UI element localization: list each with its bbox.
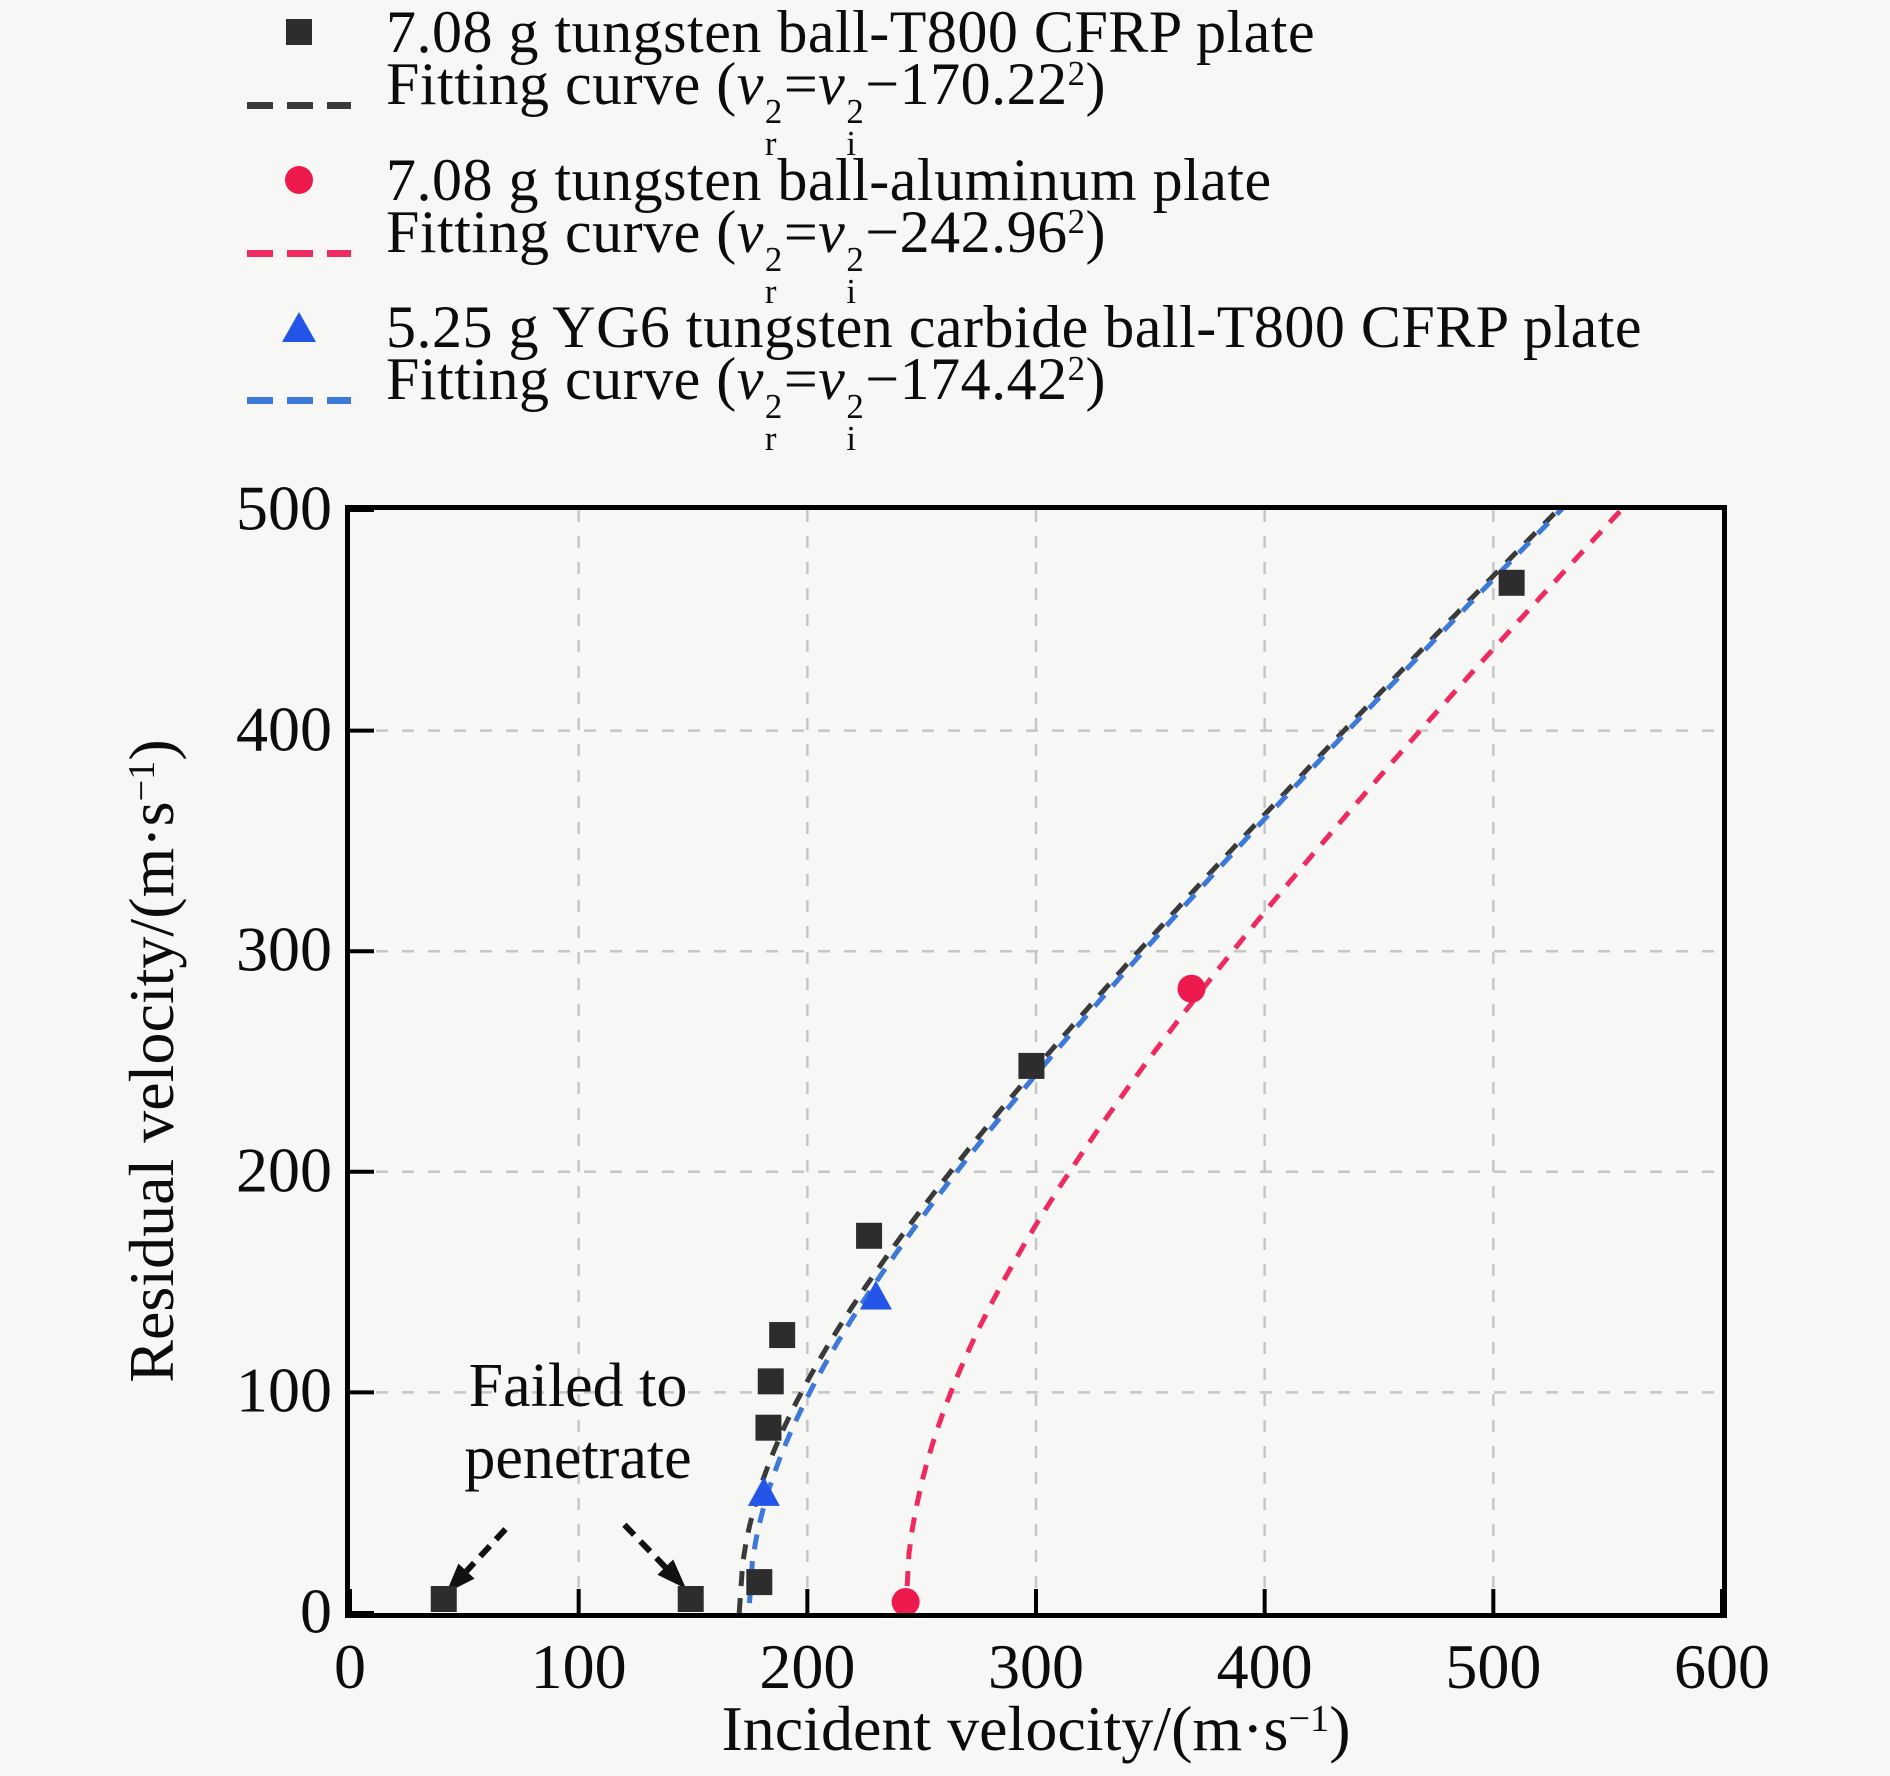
annotation-failed-to-penetrate: Failed to penetrate xyxy=(464,1350,691,1494)
data-point-square xyxy=(755,1414,782,1441)
square-marker-icon xyxy=(286,19,312,45)
plot-area xyxy=(345,505,1727,1618)
dashed-line-icon xyxy=(247,396,351,404)
x-tick-label: 600 xyxy=(1674,1631,1770,1702)
data-point-square xyxy=(1018,1052,1045,1079)
legend-item: Fitting curve (v 2 r =v 2 i −170.222) xyxy=(238,51,1106,161)
legend-item-label: Fitting curve (v 2 r =v 2 i −174.422) xyxy=(386,345,1106,459)
legend-item: 5.25 g YG6 tungsten carbide ball-T800 CF… xyxy=(238,293,1643,360)
x-tick-label: 200 xyxy=(759,1631,856,1702)
data-point-square xyxy=(856,1222,883,1249)
chart-canvas xyxy=(350,510,1722,1613)
data-point-circle xyxy=(891,1587,920,1613)
data-point-square xyxy=(757,1368,784,1395)
legend-item-label: Fitting curve (v 2 r =v 2 i −170.222) xyxy=(386,50,1106,164)
x-tick-label: 500 xyxy=(1445,1631,1542,1702)
data-point-triangle xyxy=(859,1280,892,1310)
legend-item-label: 7.08 g tungsten ball-aluminum plate xyxy=(386,146,1272,213)
x-tick-label: 100 xyxy=(530,1631,627,1702)
x-axis-tick-labels: 0 100 200 300 400 500 600 xyxy=(334,1630,1770,1710)
annotation-line: Failed to xyxy=(468,1352,688,1420)
data-point-circle xyxy=(1177,974,1206,1003)
data-point-triangle xyxy=(747,1476,780,1506)
x-tick-label: 0 xyxy=(334,1631,366,1702)
y-tick-label: 0 xyxy=(300,1575,332,1647)
annotation-line: penetrate xyxy=(464,1424,692,1492)
y-tick-label: 400 xyxy=(236,693,332,765)
data-point-square xyxy=(677,1586,704,1612)
x-tick-label: 300 xyxy=(988,1631,1084,1702)
y-tick-label: 200 xyxy=(236,1134,332,1206)
legend-item: Fitting curve (v 2 r =v 2 i −242.962) xyxy=(238,199,1106,309)
dashed-line-icon xyxy=(247,101,351,109)
x-tick-label: 400 xyxy=(1216,1631,1313,1702)
data-point-square xyxy=(746,1569,773,1596)
legend-item: Fitting curve (v 2 r =v 2 i −174.422) xyxy=(238,346,1106,456)
y-tick-label: 500 xyxy=(236,472,332,544)
y-axis-title: Residual velocity/(m·s−1) xyxy=(116,739,187,1383)
x-axis-title: Incident velocity/(m·s−1) xyxy=(721,1693,1351,1764)
legend-item-label: 7.08 g tungsten ball-T800 CFRP plate xyxy=(386,0,1316,65)
legend-item-label: 5.25 g YG6 tungsten carbide ball-T800 CF… xyxy=(386,293,1643,360)
legend-item: 7.08 g tungsten ball-T800 CFRP plate xyxy=(238,0,1316,65)
legend-item: 7.08 g tungsten ball-aluminum plate xyxy=(238,146,1272,213)
circle-marker-icon xyxy=(285,166,313,194)
y-tick-label: 100 xyxy=(236,1354,332,1426)
legend-item-label: Fitting curve (v 2 r =v 2 i −242.962) xyxy=(386,198,1106,312)
y-tick-label: 300 xyxy=(236,913,332,985)
y-axis-tick-labels: 500 400 300 200 100 0 xyxy=(150,473,332,1647)
data-point-square xyxy=(1498,569,1525,596)
data-point-square xyxy=(430,1586,457,1612)
dashed-line-icon xyxy=(247,249,351,257)
triangle-marker-icon xyxy=(282,312,316,342)
data-point-square xyxy=(769,1322,796,1349)
